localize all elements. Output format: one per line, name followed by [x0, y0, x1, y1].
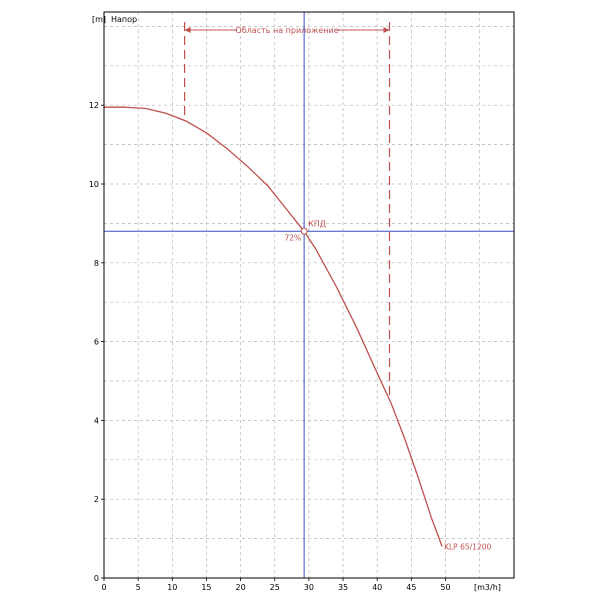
x-tick-label: 15: [201, 583, 211, 592]
x-tick-label: 5: [136, 583, 141, 592]
y-tick-label: 6: [94, 338, 99, 347]
y-tick-label: 12: [89, 101, 99, 110]
operating-point-group: КПД 72%: [104, 12, 514, 578]
x-tick-label: 50: [440, 583, 450, 592]
axis-ticks: 0 5 10 15 20 25 30 35 40 45 50 0 2 4 6 8 10 12: [89, 101, 451, 592]
grid-lines: [104, 12, 514, 578]
y-tick-label: 10: [89, 180, 99, 189]
range-arrowhead-right: [383, 27, 390, 33]
curve-group: KLP 65/1200: [104, 106, 491, 551]
x-tick-label: 25: [270, 583, 280, 592]
x-tick-label: 40: [372, 583, 382, 592]
y-tick-label: 0: [94, 574, 99, 583]
application-range: Область на приложение: [183, 22, 391, 400]
range-label: Область на приложение: [235, 26, 338, 35]
x-axis-unit: [m3/h]: [474, 583, 501, 592]
x-tick-label: 30: [304, 583, 314, 592]
efficiency-label: КПД: [308, 219, 326, 228]
range-arrowhead-left: [184, 27, 191, 33]
y-tick-label: 4: [94, 416, 99, 425]
x-tick-label: 10: [167, 583, 177, 592]
plot-frame: [103, 11, 515, 579]
series-line-klp: [104, 106, 443, 547]
efficiency-value: 72%: [284, 233, 301, 242]
y-tick-label: 2: [94, 495, 99, 504]
x-tick-label: 20: [236, 583, 246, 592]
x-tick-label: 35: [338, 583, 348, 592]
x-tick-label: 0: [101, 583, 106, 592]
series-label: KLP 65/1200: [444, 542, 491, 551]
y-tick-label: 8: [94, 259, 99, 268]
chart-title: Напор: [111, 15, 137, 24]
operating-point-marker: [300, 227, 308, 235]
x-tick-label: 45: [406, 583, 416, 592]
y-axis-unit: [m]: [92, 15, 106, 24]
